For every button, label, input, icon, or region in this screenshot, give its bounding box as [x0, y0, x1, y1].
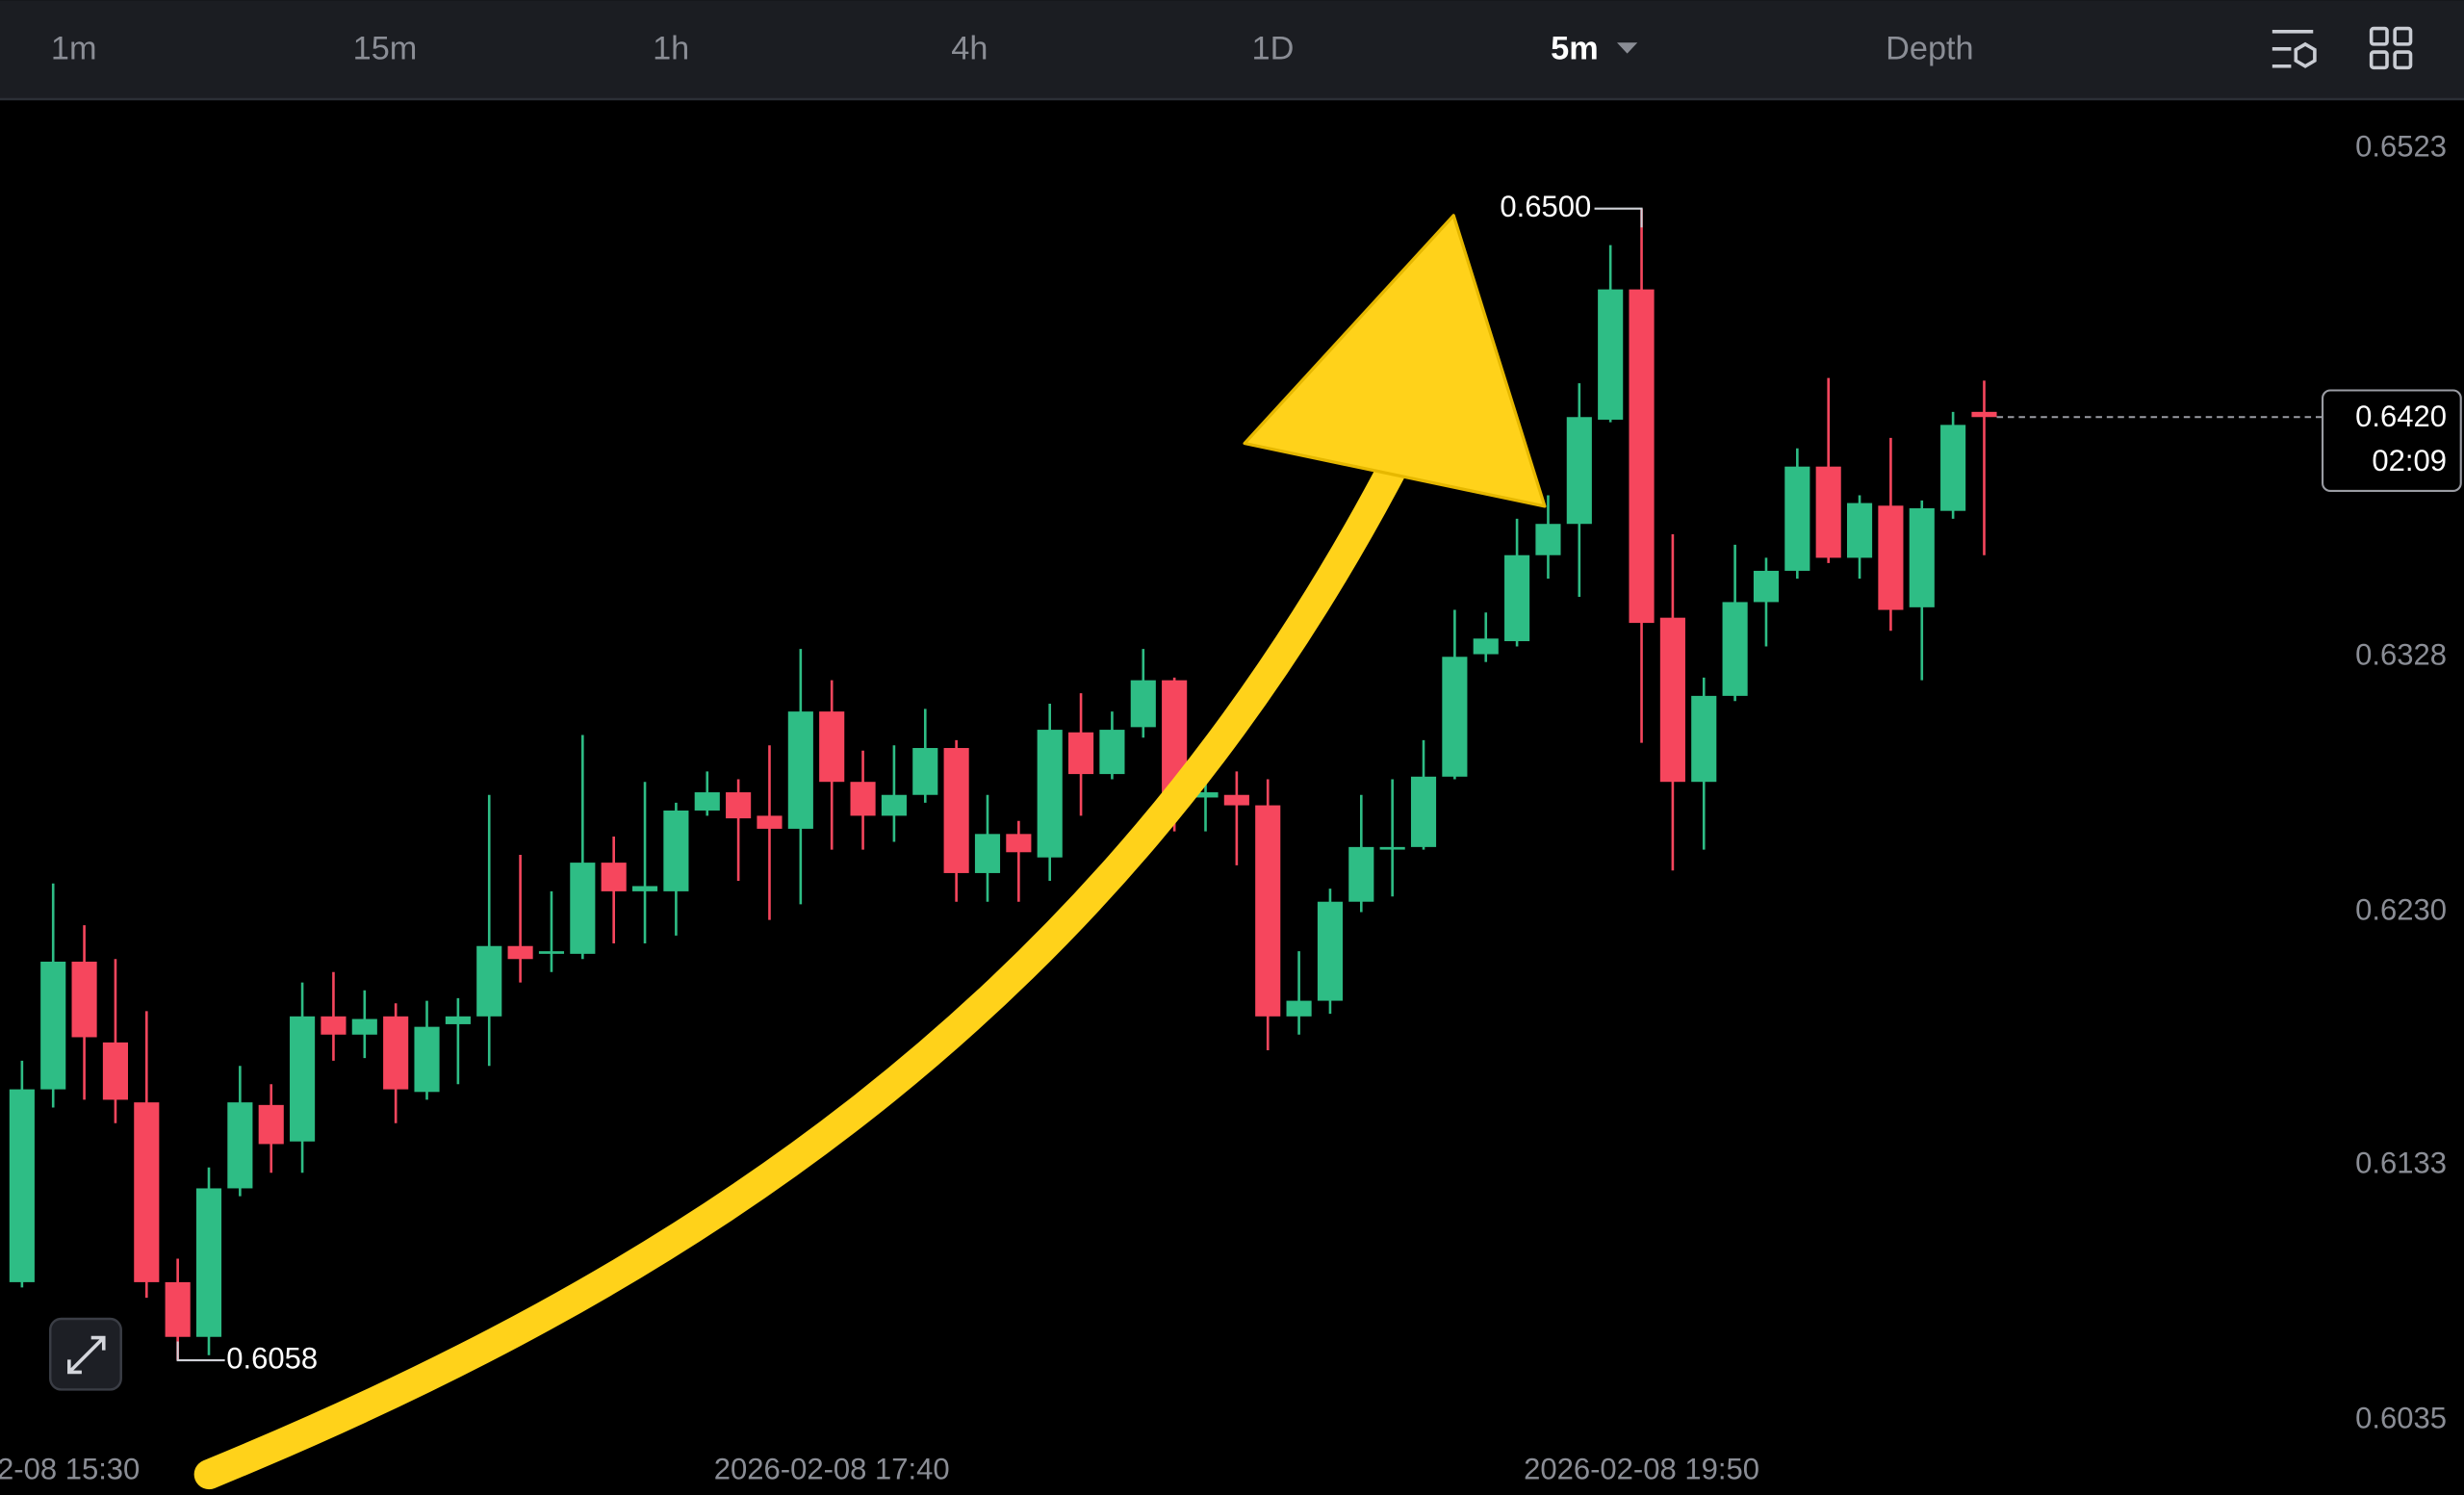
candle-body [1504, 554, 1530, 642]
candle-body [351, 1018, 377, 1035]
toolbar [0, 0, 2464, 100]
candle-body [1348, 846, 1374, 902]
candle-body [974, 834, 1001, 873]
candle-body [445, 1016, 471, 1024]
y-tick-label: 0.6035 [2355, 1402, 2447, 1435]
candle-body [787, 711, 813, 829]
y-tick-label: 0.6328 [2355, 637, 2447, 671]
candle-body [819, 711, 845, 783]
settings-icon[interactable] [2272, 30, 2317, 68]
candle-body [1784, 466, 1810, 571]
candle-body [1722, 602, 1748, 696]
candle-body [1037, 730, 1063, 858]
candle-body [1753, 570, 1780, 603]
candle-body [1629, 289, 1655, 624]
overlay: 0.6500 0.6058 0.6420 02:09 [176, 190, 2462, 1375]
candle-body [943, 748, 969, 873]
candle-body [414, 1026, 440, 1093]
dropdown-caret[interactable] [1617, 42, 1638, 54]
candle-body [102, 1042, 128, 1100]
y-tick-label: 0.6523 [2355, 130, 2447, 164]
candle-body [1317, 901, 1344, 1001]
candle-body [1379, 846, 1405, 850]
expand-button[interactable] [49, 1317, 122, 1391]
candle-body [9, 1089, 35, 1282]
candle-body [726, 792, 752, 819]
candle-body [1255, 805, 1281, 1017]
candle-body [1535, 524, 1561, 555]
timeframe-tab[interactable]: 15m [353, 30, 418, 66]
layout-icon[interactable] [2369, 26, 2413, 70]
candle-body [1691, 695, 1717, 783]
timeframe-tab[interactable]: 4h [951, 30, 988, 66]
candle-body [1659, 617, 1685, 783]
low-leader [176, 1341, 225, 1362]
current-price-box [2322, 389, 2462, 493]
candle-body [850, 782, 876, 816]
candle-body [881, 794, 907, 816]
candle-body [1099, 730, 1125, 775]
timeframe-tab[interactable]: Depth [1886, 30, 1973, 66]
timeframe-tab[interactable]: 1m [51, 30, 97, 66]
current-price-label: 0.6420 [2355, 400, 2447, 433]
candle-body [1193, 792, 1219, 798]
candle-body [631, 886, 658, 891]
x-tick-label: 2026-02-08 17:40 [714, 1453, 950, 1486]
candle-body [1223, 794, 1249, 806]
countdown-label: 02:09 [2372, 444, 2447, 477]
x-tick-label: 2026-02-08 15:30 [0, 1453, 140, 1486]
low-label: 0.6058 [226, 1341, 318, 1375]
high-leader [1594, 207, 1643, 228]
timeframe-tab[interactable]: 1h [653, 30, 689, 66]
candle-body [912, 748, 938, 795]
candle-body [227, 1102, 253, 1189]
candle-body [476, 945, 502, 1017]
candle-body [1130, 680, 1156, 728]
trend-arrow [193, 214, 1547, 1490]
candle-body [1566, 417, 1592, 525]
candle-body [663, 810, 689, 891]
candle-body [1846, 503, 1873, 558]
y-tick-label: 0.6230 [2355, 893, 2447, 927]
candle-body [1442, 657, 1468, 777]
candle-body [757, 815, 783, 829]
candle-body [1410, 776, 1437, 847]
candle-body [1006, 834, 1032, 853]
candle-body [1598, 289, 1624, 420]
candle-body [1286, 1000, 1312, 1017]
candle-body [321, 1016, 346, 1035]
candle-body [601, 863, 627, 891]
candle-body [1473, 638, 1499, 655]
candle-body [1878, 505, 1904, 610]
y-tick-label: 0.6133 [2355, 1146, 2447, 1179]
candle-body [570, 863, 596, 954]
candle-body [1815, 466, 1841, 558]
candle-body [40, 961, 66, 1090]
candle-body [258, 1104, 284, 1145]
candle-body [383, 1016, 409, 1090]
candle-body [1940, 425, 1966, 511]
candle-body [538, 951, 565, 954]
candle-body [290, 1016, 316, 1142]
candle-body [1068, 732, 1094, 775]
candle-body [134, 1102, 160, 1282]
candle-body [71, 961, 97, 1038]
high-label: 0.6500 [1500, 190, 1591, 223]
timeframe-tab[interactable]: 1D [1252, 30, 1295, 66]
candle-body [1971, 411, 1997, 418]
candle-body [165, 1281, 191, 1337]
x-tick-label: 2026-02-08 19:50 [1524, 1453, 1759, 1486]
candle-body [1909, 507, 1935, 607]
candle-body [195, 1188, 222, 1337]
candle-body [694, 792, 720, 811]
candle-body [507, 945, 533, 960]
timeframe-tab[interactable]: 5m [1551, 30, 1599, 66]
